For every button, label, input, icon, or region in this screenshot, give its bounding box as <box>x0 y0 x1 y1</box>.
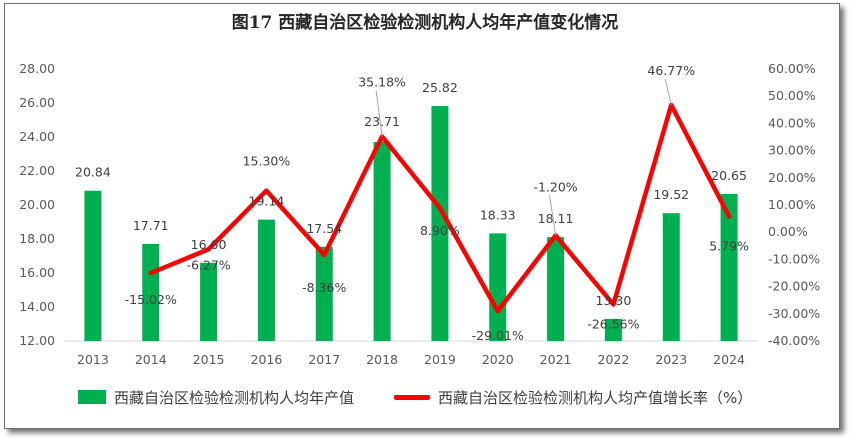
legend-label-line: 西藏自治区检验检测机构人均产值增长率（%） <box>438 388 753 407</box>
legend-item-line: 西藏自治区检验检测机构人均产值增长率（%） <box>394 382 752 412</box>
label-leader-line <box>664 78 672 106</box>
bar-data-label: 20.65 <box>711 168 747 183</box>
bar <box>547 237 565 341</box>
bar <box>373 141 391 341</box>
y-left-tick-label: 12.00 <box>19 333 55 348</box>
legend-swatch-line <box>394 394 430 400</box>
bar <box>720 193 738 341</box>
bar <box>604 318 622 341</box>
y-right-tick-label: -10.00% <box>768 251 820 266</box>
bar <box>662 213 680 341</box>
chart-frame <box>4 3 840 429</box>
line-data-label: 15.30% <box>243 154 291 169</box>
line-data-label: 5.79% <box>709 238 749 253</box>
x-tick-label: 2018 <box>366 352 398 367</box>
y-left-tick-label: 22.00 <box>19 163 55 178</box>
x-tick-label: 2022 <box>598 352 630 367</box>
line-data-label: -6.27% <box>186 257 230 272</box>
bar-data-label: 18.33 <box>480 207 516 222</box>
y-right-tick-label: 60.00% <box>768 61 816 76</box>
y-right-tick-label: 10.00% <box>768 197 816 212</box>
y-right-tick-label: -30.00% <box>768 306 820 321</box>
line-data-label: -8.36% <box>302 280 346 295</box>
y-right-tick-label: 20.00% <box>768 170 816 185</box>
x-tick-label: 2024 <box>713 352 745 367</box>
y-right-tick-label: -40.00% <box>768 333 820 348</box>
bar <box>489 233 507 341</box>
y-left-tick-label: 24.00 <box>19 129 55 144</box>
y-left-tick-label: 28.00 <box>19 61 55 76</box>
legend-swatch-bar <box>78 390 106 404</box>
bar-data-label: 17.71 <box>133 218 169 233</box>
line-data-label: -29.01% <box>472 328 524 343</box>
growth-line <box>148 102 732 314</box>
x-tick-label: 2015 <box>193 352 225 367</box>
bar <box>257 219 275 341</box>
label-leader-line <box>375 90 383 137</box>
x-tick-label: 2016 <box>251 352 283 367</box>
bar-data-label: 20.84 <box>75 165 111 180</box>
x-tick-label: 2013 <box>77 352 109 367</box>
x-tick-label: 2017 <box>308 352 340 367</box>
chart-legend: 西藏自治区检验检测机构人均年产值 西藏自治区检验检测机构人均产值增长率（%） <box>0 382 850 412</box>
y-right-tick-label: 0.00% <box>768 224 808 239</box>
bar-data-label: 13.30 <box>596 293 632 308</box>
line-data-label: -15.02% <box>125 292 177 307</box>
y-left-tick-label: 16.00 <box>19 265 55 280</box>
bar <box>315 246 333 341</box>
y-left-tick-label: 20.00 <box>19 197 55 212</box>
bar-data-label: 19.52 <box>653 187 689 202</box>
x-tick-label: 2021 <box>540 352 572 367</box>
bar <box>200 262 218 341</box>
bar-data-label: 18.11 <box>538 211 574 226</box>
y-left-tick-label: 18.00 <box>19 231 55 246</box>
x-tick-label: 2014 <box>135 352 167 367</box>
legend-label-bar: 西藏自治区检验检测机构人均年产值 <box>114 388 355 407</box>
bar-data-label: 23.71 <box>364 114 400 129</box>
x-tick-label: 2020 <box>482 352 514 367</box>
y-left-tick-label: 14.00 <box>19 299 55 314</box>
line-data-label: 46.77% <box>647 63 695 78</box>
bar <box>84 190 102 341</box>
y-right-tick-label: 30.00% <box>768 143 816 158</box>
label-leader-line <box>549 195 557 236</box>
y-left-tick-label: 26.00 <box>19 95 55 110</box>
bar-data-label: 16.60 <box>191 237 227 252</box>
line-data-label: -1.20% <box>533 179 577 194</box>
legend-item-bar: 西藏自治区检验检测机构人均年产值 <box>78 382 354 412</box>
bar-data-label: 19.14 <box>249 194 285 209</box>
bar-data-label: 25.82 <box>422 80 458 95</box>
bar <box>142 243 160 341</box>
y-right-tick-label: -20.00% <box>768 279 820 294</box>
bar-data-label: 17.54 <box>306 221 342 236</box>
x-tick-label: 2019 <box>424 352 456 367</box>
line-data-label: 35.18% <box>358 75 406 90</box>
line-data-label: 8.90% <box>420 223 460 238</box>
line-data-label: -26.56% <box>587 316 639 331</box>
bar <box>431 106 449 341</box>
y-right-tick-label: 40.00% <box>768 115 816 130</box>
y-right-tick-label: 50.00% <box>768 88 816 103</box>
x-tick-label: 2023 <box>655 352 687 367</box>
chart-title: 图17 西藏自治区检验检测机构人均年产值变化情况 <box>231 13 619 33</box>
